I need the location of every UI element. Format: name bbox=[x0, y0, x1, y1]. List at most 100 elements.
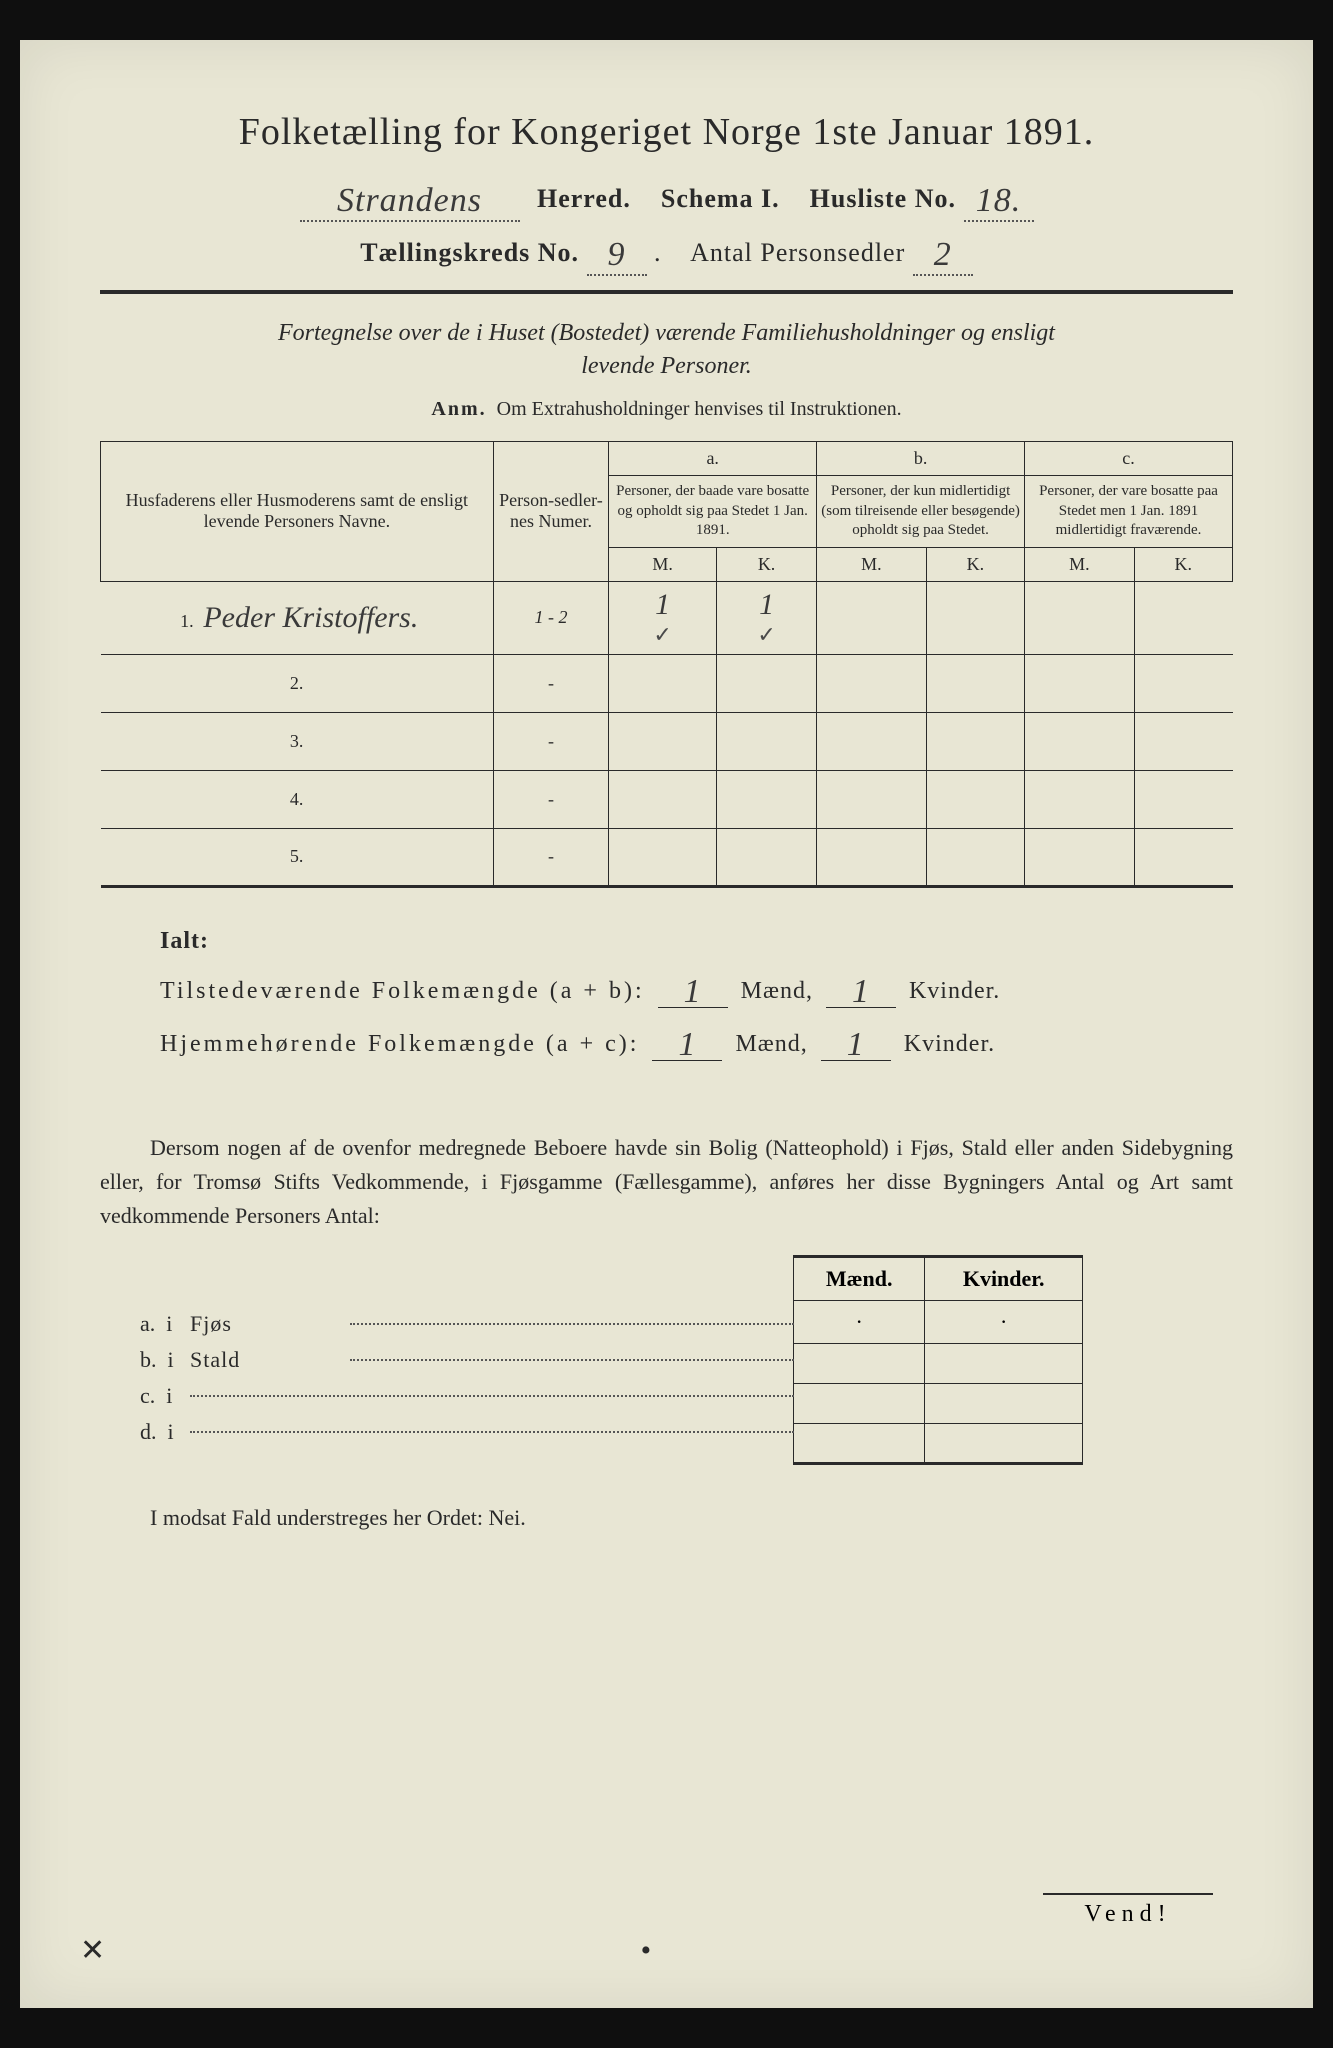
cell-c-m bbox=[1025, 770, 1135, 828]
anm-note: Anm. Om Extrahusholdninger henvises til … bbox=[100, 398, 1233, 421]
th-c-k: K. bbox=[1134, 547, 1232, 581]
cell-c-m bbox=[1025, 712, 1135, 770]
anm-label: Anm. bbox=[431, 398, 486, 420]
th-a-k: K. bbox=[716, 547, 816, 581]
th-c-m: M. bbox=[1025, 547, 1135, 581]
cell-name: 4. bbox=[101, 770, 494, 828]
mk-b-k bbox=[925, 1343, 1083, 1383]
herred-label: Herred. bbox=[537, 184, 631, 213]
mk-m-header: Mænd. bbox=[794, 1256, 925, 1300]
dotted-line bbox=[350, 1359, 794, 1361]
cell-a-k bbox=[716, 654, 816, 712]
scan-artifact: • bbox=[641, 1934, 652, 1968]
totals-line-1: Tilstedeværende Folkemængde (a + b): 1 M… bbox=[160, 969, 1233, 1008]
total-ac-m: 1 bbox=[652, 1022, 722, 1061]
cell-b-m bbox=[817, 828, 927, 886]
cell-b-m bbox=[817, 581, 927, 654]
th-b-k: K. bbox=[926, 547, 1024, 581]
cell-c-k bbox=[1134, 581, 1232, 654]
cell-a-m: 1 ✓ bbox=[609, 581, 717, 654]
antal-value: 2 bbox=[913, 236, 973, 276]
cell-c-m bbox=[1025, 654, 1135, 712]
mk-k-header: Kvinder. bbox=[925, 1256, 1083, 1300]
cell-a-m bbox=[609, 770, 717, 828]
scan-frame: Folketælling for Kongeriget Norge 1ste J… bbox=[0, 0, 1333, 2048]
mk-b-m bbox=[794, 1343, 925, 1383]
th-c-text: Personer, der vare bosatte paa Stedet me… bbox=[1025, 476, 1233, 548]
dotted-line bbox=[350, 1323, 794, 1325]
cell-a-m bbox=[609, 828, 717, 886]
cell-num: - bbox=[493, 712, 609, 770]
th-a-m: M. bbox=[609, 547, 717, 581]
ialt-label: Ialt: bbox=[160, 928, 1233, 955]
cell-name: 2. bbox=[101, 654, 494, 712]
bldg-row-c: c. i bbox=[100, 1383, 802, 1409]
cell-c-k bbox=[1134, 770, 1232, 828]
bldg-row-b: b. i Stald bbox=[100, 1347, 802, 1373]
cell-b-m bbox=[817, 712, 927, 770]
mk-c-k bbox=[925, 1383, 1083, 1423]
cell-c-m bbox=[1025, 581, 1135, 654]
th-b-text: Personer, der kun midlertidigt (som tilr… bbox=[817, 476, 1025, 548]
table-row: 4. - bbox=[101, 770, 1233, 828]
cell-c-k bbox=[1134, 828, 1232, 886]
husliste-value: 18. bbox=[964, 182, 1034, 222]
scan-artifact: ✕ bbox=[80, 1933, 105, 1968]
mk-d-m bbox=[794, 1423, 925, 1463]
mk-c-m bbox=[794, 1383, 925, 1423]
table-row: 1. Peder Kristoffers. 1 - 2 1 ✓ 1 ✓ bbox=[101, 581, 1233, 654]
cell-b-k bbox=[926, 581, 1024, 654]
cell-num: 1 - 2 bbox=[493, 581, 609, 654]
cell-name: 5. bbox=[101, 828, 494, 886]
totals-line-2: Hjemmehørende Folkemængde (a + c): 1 Mæn… bbox=[160, 1022, 1233, 1061]
cell-num: - bbox=[493, 828, 609, 886]
cell-name: 1. Peder Kristoffers. bbox=[101, 581, 494, 654]
anm-text: Om Extrahusholdninger henvises til Instr… bbox=[497, 398, 902, 420]
subhead-1: Fortegnelse over de i Huset (Bostedet) v… bbox=[100, 320, 1233, 347]
cell-c-m bbox=[1025, 828, 1135, 886]
census-table: Husfaderens eller Husmoderens samt de en… bbox=[100, 441, 1233, 888]
header-row-2: Tællingskreds No. 9 . Antal Personsedler… bbox=[100, 232, 1233, 272]
cell-b-k bbox=[926, 770, 1024, 828]
lodging-paragraph: Dersom nogen af de ovenfor medregnede Be… bbox=[100, 1131, 1233, 1233]
totals-block: Ialt: Tilstedeværende Folkemængde (a + b… bbox=[100, 928, 1233, 1061]
th-num: Person-sedler-nes Numer. bbox=[493, 442, 609, 582]
kreds-value: 9 bbox=[587, 236, 647, 276]
cell-b-m bbox=[817, 770, 927, 828]
mk-d-k bbox=[925, 1423, 1083, 1463]
subhead-2: levende Personer. bbox=[100, 353, 1233, 380]
total-ab-k: 1 bbox=[826, 969, 896, 1008]
mk-a-k: · bbox=[925, 1300, 1083, 1343]
page-title: Folketælling for Kongeriget Norge 1ste J… bbox=[100, 110, 1233, 154]
herred-value: Strandens bbox=[300, 182, 520, 222]
cell-b-k bbox=[926, 828, 1024, 886]
th-c-label: c. bbox=[1025, 442, 1233, 476]
cell-a-k bbox=[716, 828, 816, 886]
dotted-line bbox=[190, 1395, 794, 1397]
cell-num: - bbox=[493, 770, 609, 828]
bldg-row-d: d. i bbox=[100, 1419, 802, 1445]
cell-a-k bbox=[716, 712, 816, 770]
th-b-label: b. bbox=[817, 442, 1025, 476]
footer-note: I modsat Fald understreges her Ordet: Ne… bbox=[100, 1505, 1233, 1531]
cell-name: 3. bbox=[101, 712, 494, 770]
divider-1 bbox=[100, 290, 1233, 294]
cell-b-k bbox=[926, 712, 1024, 770]
header-row-1: Strandens Herred. Schema I. Husliste No.… bbox=[100, 178, 1233, 218]
th-a-label: a. bbox=[609, 442, 817, 476]
table-row: 5. - bbox=[101, 828, 1233, 886]
cell-c-k bbox=[1134, 712, 1232, 770]
cell-a-m bbox=[609, 712, 717, 770]
table-row: 2. - bbox=[101, 654, 1233, 712]
bldg-row-a: a. i Fjøs bbox=[100, 1311, 802, 1337]
kreds-label: Tællingskreds No. bbox=[360, 238, 579, 267]
th-a-text: Personer, der baade vare bosatte og opho… bbox=[609, 476, 817, 548]
mk-table: Mænd. Kvinder. ·· bbox=[793, 1255, 1083, 1465]
dotted-line bbox=[190, 1431, 794, 1433]
th-name: Husfaderens eller Husmoderens samt de en… bbox=[101, 442, 494, 582]
schema-label: Schema I. bbox=[661, 184, 780, 213]
husliste-label: Husliste No. bbox=[810, 184, 956, 213]
cell-b-m bbox=[817, 654, 927, 712]
th-b-m: M. bbox=[817, 547, 927, 581]
cell-a-m bbox=[609, 654, 717, 712]
